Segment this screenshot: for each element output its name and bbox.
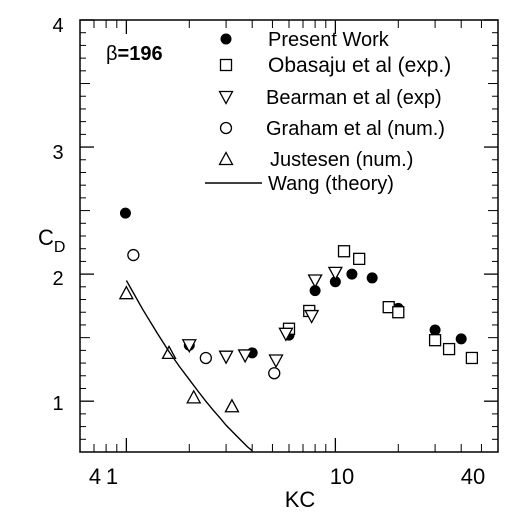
beta-annotation: β=196: [106, 43, 163, 65]
data-point: [268, 354, 284, 369]
data-point: [465, 351, 479, 365]
data-point: [118, 285, 134, 300]
legend-marker: [218, 151, 234, 166]
data-point: [237, 349, 253, 364]
data-point: [307, 274, 323, 289]
x-tick-label: 1: [106, 464, 118, 489]
data-point: [119, 207, 131, 219]
legend-label: Justesen (num.): [270, 149, 413, 171]
data-point: [199, 351, 212, 365]
legend-label: Bearman et al (exp): [266, 87, 442, 109]
legend-marker: [218, 90, 234, 105]
y-tick-label: 2: [52, 268, 63, 290]
data-point: [442, 342, 456, 356]
y-axis-label: CD: [38, 225, 65, 256]
data-point: [268, 367, 281, 380]
x-corner-label: 4: [89, 464, 101, 489]
series-line: [125, 280, 253, 452]
plot-frame: [79, 19, 499, 453]
data-point: [392, 306, 405, 319]
legend-marker: [220, 33, 232, 45]
data-point: [186, 389, 202, 404]
y-axis-label-sub: D: [54, 239, 66, 256]
legend-label: Wang (theory): [268, 173, 394, 195]
data-point: [455, 333, 467, 345]
data-point: [329, 276, 341, 288]
legend-label: Obasaju et al (exp.): [268, 54, 451, 77]
data-point: [327, 266, 343, 281]
y-axis-label-main: C: [38, 225, 54, 250]
data-point: [304, 309, 320, 324]
y-tick-label: 4: [52, 15, 63, 37]
data-point: [278, 327, 294, 342]
data-point: [429, 324, 441, 336]
x-tick-label: 40: [461, 464, 485, 489]
legend-label: Present Work: [268, 29, 390, 51]
data-point: [366, 272, 378, 284]
legend: Present Work Obasaju et al (exp.) Bearman …: [205, 29, 451, 195]
y-tick-label: 1: [52, 393, 63, 415]
x-axis-label: KC: [285, 487, 316, 512]
data-point: [127, 248, 140, 262]
data-point: [346, 268, 358, 280]
beta-symbol: β: [106, 43, 118, 65]
legend-label: Graham et al (num.): [266, 118, 445, 140]
legend-marker: [219, 58, 233, 72]
data-point: [218, 350, 234, 365]
axis-ticks: [80, 19, 499, 453]
data-point: [309, 285, 321, 297]
legend-marker: [219, 121, 233, 135]
y-tick-label: 3: [52, 142, 63, 164]
data-point: [181, 339, 197, 354]
series-layer: [118, 207, 479, 452]
data-point: [224, 398, 240, 413]
beta-value: =196: [118, 43, 163, 65]
data-point: [428, 334, 442, 347]
data-point: [337, 245, 351, 258]
data-point: [353, 252, 366, 266]
x-tick-label: 10: [330, 464, 354, 489]
